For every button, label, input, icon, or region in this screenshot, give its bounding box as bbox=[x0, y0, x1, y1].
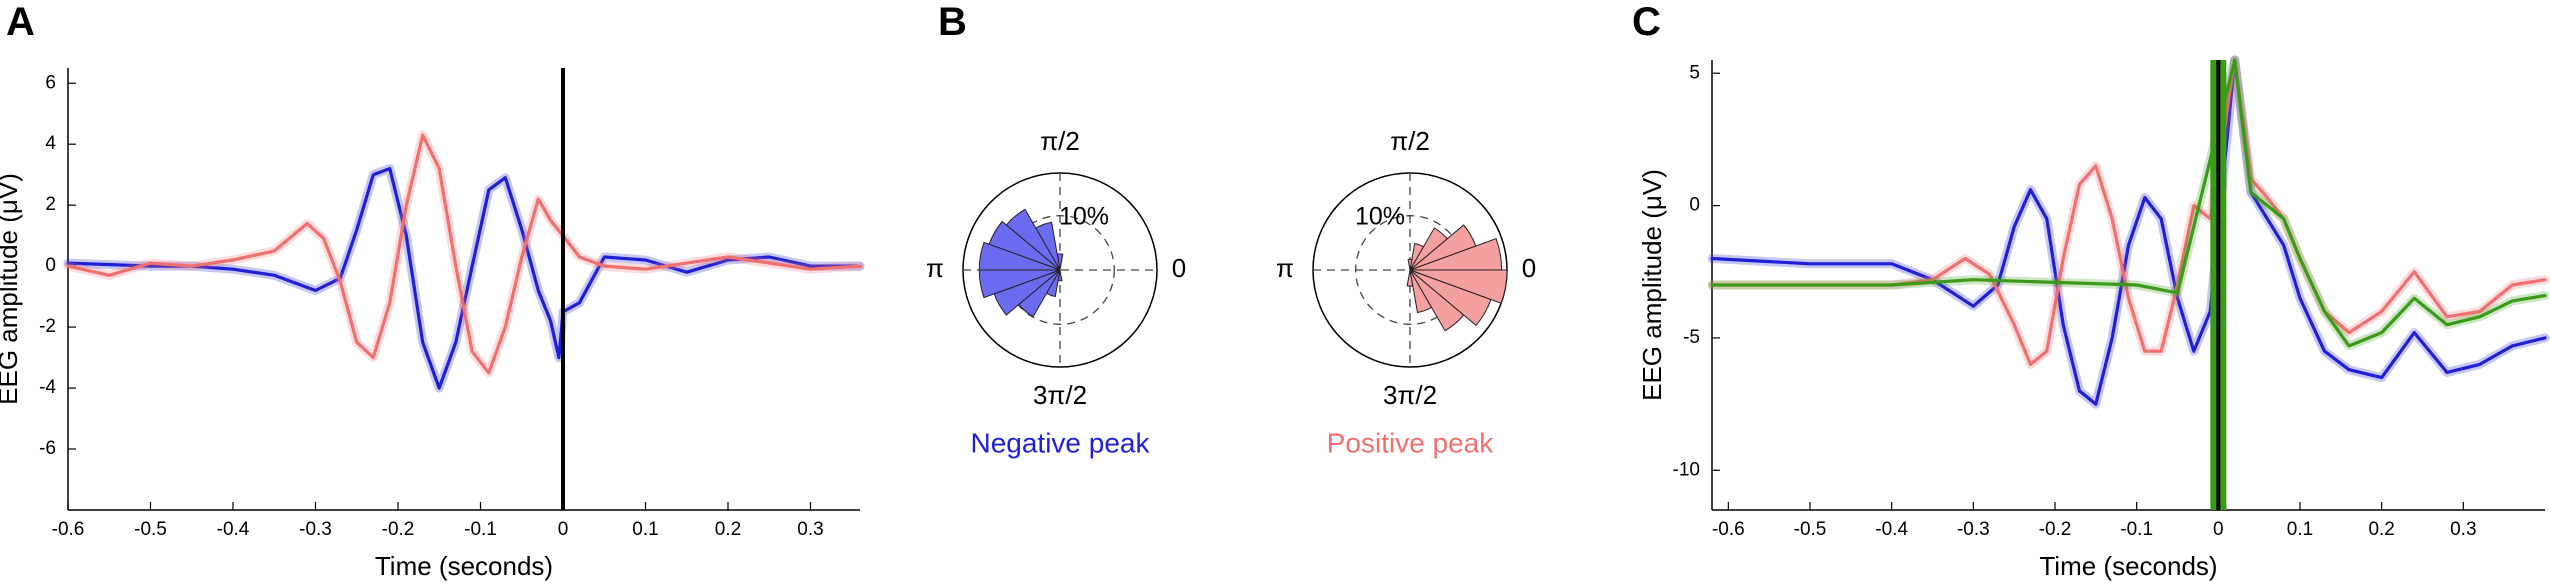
panel-letter-b: B bbox=[938, 0, 967, 44]
panel-b-polar-0: π/2 π 0 3π/2 10% Negative peak bbox=[926, 126, 1186, 459]
panel-letter-c: C bbox=[1632, 0, 1661, 44]
polar-bin-wedge bbox=[1409, 224, 1477, 271]
panel-c-series-0-line bbox=[1710, 58, 2547, 406]
panel-a-y-tick-label: 4 bbox=[45, 133, 56, 154]
panel-c-x-tick-label: 0.3 bbox=[2450, 519, 2476, 540]
panel-c-x-tick-label: -0.3 bbox=[1957, 519, 1990, 540]
panel-a-y-tick-label: -2 bbox=[39, 316, 56, 337]
polar-label-pi-half: π/2 bbox=[1390, 126, 1430, 156]
polar-bin-wedge bbox=[1017, 269, 1061, 318]
panel-c-x-tick-label: 0 bbox=[2213, 519, 2224, 540]
panel-a-y-tick-label: 6 bbox=[45, 72, 56, 93]
panel-letter-a: A bbox=[6, 0, 35, 44]
panel-c-x-tick-label: -0.2 bbox=[2039, 519, 2072, 540]
panel-c-x-tick-label: -0.4 bbox=[1875, 519, 1908, 540]
polar-radial-label: 10% bbox=[1355, 202, 1405, 230]
panel-a-series-0-band bbox=[63, 164, 865, 393]
panel-a-x-tick-label: -0.1 bbox=[464, 519, 497, 540]
panel-a-x-tick-label: -0.3 bbox=[299, 519, 332, 540]
panel-a-x-tick-label: 0.1 bbox=[632, 519, 658, 540]
polar-radial-label: 10% bbox=[1059, 202, 1109, 230]
polar-bin-wedge bbox=[1407, 258, 1413, 271]
panel-a-y-tick-label: -4 bbox=[39, 377, 56, 398]
polar-label-zero: 0 bbox=[1522, 253, 1536, 283]
panel-c-x-tick-label: 0.1 bbox=[2287, 519, 2313, 540]
polar-bin-wedge bbox=[1409, 242, 1425, 271]
panel-c-series-0-band bbox=[1707, 55, 2550, 409]
polar-label-3pi-half: 3π/2 bbox=[1033, 380, 1087, 410]
panel-c-y-tick-label: -10 bbox=[1673, 459, 1700, 480]
panel-a-y-tick-label: 0 bbox=[45, 255, 56, 276]
polar-bin-wedge bbox=[1409, 269, 1508, 304]
panel-c-y-tick-label: -5 bbox=[1683, 327, 1700, 348]
polar-caption: Positive peak bbox=[1327, 427, 1495, 458]
panel-c-x-axis-label: Time (seconds) bbox=[2039, 551, 2217, 581]
panel-a-y-axis-label: EEG amplitude (μV) bbox=[0, 173, 23, 405]
panel-c-x-tick-label: -0.1 bbox=[2120, 519, 2153, 540]
panel-a-series-0-line bbox=[66, 167, 862, 390]
panel-c-x-tick-label: -0.6 bbox=[1712, 519, 1745, 540]
polar-caption: Negative peak bbox=[970, 427, 1150, 458]
panel-a-y-tick-label: -6 bbox=[39, 438, 56, 459]
panel-a-x-tick-label: 0.2 bbox=[715, 519, 741, 540]
polar-bin-wedge bbox=[1045, 269, 1061, 298]
panel-c-x-tick-label: 0.2 bbox=[2368, 519, 2394, 540]
panel-c-y-tick-label: 0 bbox=[1689, 195, 1700, 216]
panel-c-series-2-line bbox=[1710, 58, 2547, 348]
panel-a-chart: -0.6 -0.5 -0.4 -0.3 -0.2 -0.1 0 0.1 0.2 0.3 -6 -4 -2… bbox=[0, 68, 865, 581]
panel-a-x-tick-label: 0 bbox=[558, 519, 569, 540]
panel-c-chart: -0.6 -0.5 -0.4 -0.3 -0.2 -0.1 0 0.1 0.2 0.3 -10 -5 0… bbox=[1637, 55, 2550, 581]
polar-label-pi-half: π/2 bbox=[1040, 126, 1080, 156]
panel-a-x-tick-label: -0.2 bbox=[382, 519, 415, 540]
polar-label-pi: π bbox=[926, 253, 944, 283]
panel-b-polar-1: π/2 π 0 3π/2 10% Positive peak bbox=[1276, 126, 1536, 459]
panel-c-y-axis-label: EEG amplitude (μV) bbox=[1637, 169, 1667, 401]
panel-a-x-tick-label: -0.4 bbox=[217, 519, 250, 540]
panel-a-series-1-line bbox=[66, 133, 862, 375]
panel-a-x-tick-label: -0.6 bbox=[52, 519, 85, 540]
polar-label-pi: π bbox=[1276, 253, 1294, 283]
panel-c-x-tick-label: -0.5 bbox=[1794, 519, 1827, 540]
panel-c-series-1-band bbox=[1707, 55, 2550, 369]
panel-a-x-axis-label: Time (seconds) bbox=[375, 551, 553, 581]
polar-bin-wedge bbox=[993, 269, 1061, 316]
panel-c-y-tick-label: 5 bbox=[1689, 62, 1700, 83]
polar-label-3pi-half: 3π/2 bbox=[1383, 380, 1437, 410]
panel-a-x-tick-label: 0.3 bbox=[797, 519, 823, 540]
panel-a-x-tick-label: -0.5 bbox=[134, 519, 167, 540]
polar-bin-wedge bbox=[1057, 269, 1063, 282]
panel-a-series-1-band bbox=[63, 130, 865, 378]
panel-a-y-tick-label: 2 bbox=[45, 194, 56, 215]
panel-c-series-1-line bbox=[1710, 58, 2547, 366]
polar-bin-wedge bbox=[1409, 227, 1448, 271]
polar-label-zero: 0 bbox=[1172, 253, 1186, 283]
